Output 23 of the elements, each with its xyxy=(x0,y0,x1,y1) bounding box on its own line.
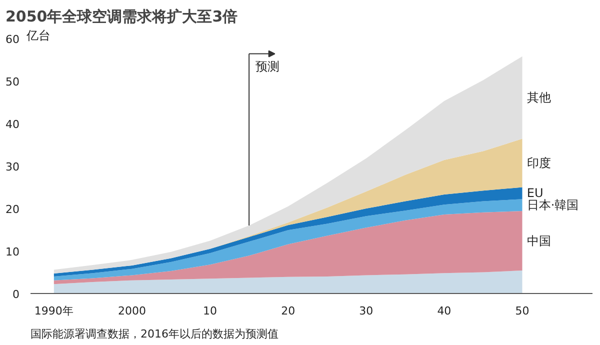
series-label: EU xyxy=(526,186,544,200)
y-tick-label: 50 xyxy=(6,76,20,88)
y-tick-label: 60 xyxy=(6,33,20,46)
text: 国际能源署调查数据，2016年以后的数据为预测值 xyxy=(30,328,278,340)
x-tick-label: 1990年 xyxy=(34,304,74,318)
y-tick-label: 40 xyxy=(6,118,20,131)
y-tick-label: 20 xyxy=(6,203,20,216)
y-axis-title: 亿台 xyxy=(26,28,50,42)
y-tick-label: 0 xyxy=(12,288,20,301)
series-label: 中国 xyxy=(526,234,551,248)
y-tick-label: 10 xyxy=(6,246,20,258)
x-tick-label: 10 xyxy=(203,304,218,318)
x-tick-label: 2000 xyxy=(118,304,146,318)
series-label: 其他 xyxy=(526,90,551,105)
x-tick-label: 40 xyxy=(437,304,452,318)
chart-title: 2050年全球空调需求将扩大至3倍 xyxy=(6,8,238,26)
series-label: 日本·韓国 xyxy=(526,198,579,212)
x-tick-label: 20 xyxy=(281,304,296,318)
x-tick-label: 50 xyxy=(515,304,530,318)
ref-line-label: 预测 xyxy=(255,60,280,74)
x-tick-label: 30 xyxy=(359,304,374,318)
y-tick-label: 30 xyxy=(6,160,20,174)
series-label: 印度 xyxy=(526,156,551,170)
